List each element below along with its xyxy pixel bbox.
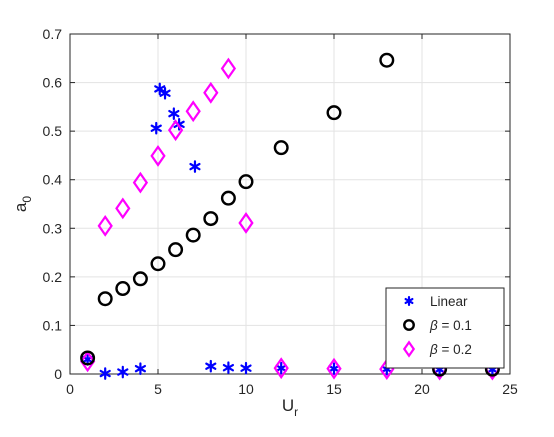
- data-point: [185, 100, 201, 123]
- data-point: [203, 81, 219, 104]
- y-tick-label: 0.7: [43, 26, 63, 42]
- y-axis-label: a0: [11, 196, 34, 212]
- data-point: [238, 174, 254, 190]
- axis-ticks: 0 5 10 15 20 25 0 0.1 0.2 0.3 0.4 0.5 0.6 0.7: [43, 26, 518, 397]
- legend-marker-beta-0-2: [402, 340, 416, 358]
- data-point: [97, 291, 113, 307]
- data-point: [168, 242, 184, 258]
- legend-entry: Linear: [404, 294, 468, 309]
- y-tick-label: 0: [54, 366, 62, 382]
- legend-label: Linear: [430, 294, 468, 309]
- data-point: [275, 361, 287, 375]
- data-point: [273, 140, 289, 156]
- data-point: [238, 212, 254, 234]
- data-point: [326, 357, 342, 380]
- data-point: [203, 211, 219, 227]
- legend-label: β = 0.1: [429, 318, 472, 333]
- data-point: [150, 121, 162, 135]
- data-point: [205, 359, 217, 373]
- data-point: [220, 57, 237, 80]
- x-tick-label: 0: [66, 381, 74, 397]
- grid: [70, 34, 510, 374]
- legend: Linear β = 0.1 β = 0.2: [385, 287, 505, 369]
- data-point: [115, 281, 131, 297]
- data-point: [185, 227, 201, 243]
- data-point: [222, 361, 235, 374]
- data-point: [379, 52, 395, 68]
- y-axis-label-main: a: [11, 202, 30, 212]
- y-tick-label: 0.4: [43, 172, 63, 188]
- data-point: [220, 190, 236, 206]
- x-axis-label-main: U: [282, 396, 294, 415]
- plot-frame: [69, 33, 511, 375]
- data-point: [328, 362, 340, 375]
- data-point: [80, 350, 96, 366]
- legend-label: β = 0.2: [429, 342, 472, 357]
- data-point: [189, 160, 201, 173]
- legend-entry: β = 0.2: [402, 340, 472, 358]
- data-point: [79, 350, 96, 373]
- data-point: [99, 367, 111, 380]
- y-tick-label: 0.5: [43, 123, 63, 139]
- legend-marker-beta-0-1: [403, 319, 415, 331]
- x-axis-label: Ur: [282, 396, 298, 419]
- legend-entries: Linear β = 0.1 β = 0.2: [402, 294, 472, 358]
- legend-marker-linear: [404, 296, 414, 306]
- data-point: [117, 365, 129, 379]
- data-point: [168, 107, 180, 120]
- x-tick-label: 5: [154, 381, 162, 397]
- data-point: [240, 361, 252, 375]
- data-point: [150, 144, 166, 167]
- data-point: [132, 171, 149, 194]
- data-point: [273, 357, 289, 380]
- x-tick-label: 20: [414, 381, 430, 397]
- data-point: [134, 362, 147, 375]
- y-tick-label: 0.1: [43, 317, 63, 333]
- legend-entry: β = 0.1: [403, 318, 472, 333]
- y-tick-label: 0.3: [43, 220, 63, 236]
- y-tick-label: 0.2: [43, 269, 63, 285]
- data-point: [150, 256, 166, 272]
- data-point: [167, 119, 184, 142]
- data-point: [115, 197, 131, 220]
- y-axis-label-subscript: 0: [20, 196, 34, 203]
- data-point: [159, 86, 171, 100]
- y-tick-label: 0.6: [43, 75, 63, 91]
- x-tick-label: 15: [326, 381, 342, 397]
- data-point: [97, 214, 113, 237]
- data-point: [132, 271, 148, 287]
- x-axis-label-subscript: r: [294, 405, 298, 419]
- x-tick-label: 10: [238, 381, 254, 397]
- data-marks: [79, 52, 501, 381]
- data-point: [326, 105, 342, 121]
- data-point: [154, 82, 166, 96]
- x-tick-label: 25: [502, 381, 518, 397]
